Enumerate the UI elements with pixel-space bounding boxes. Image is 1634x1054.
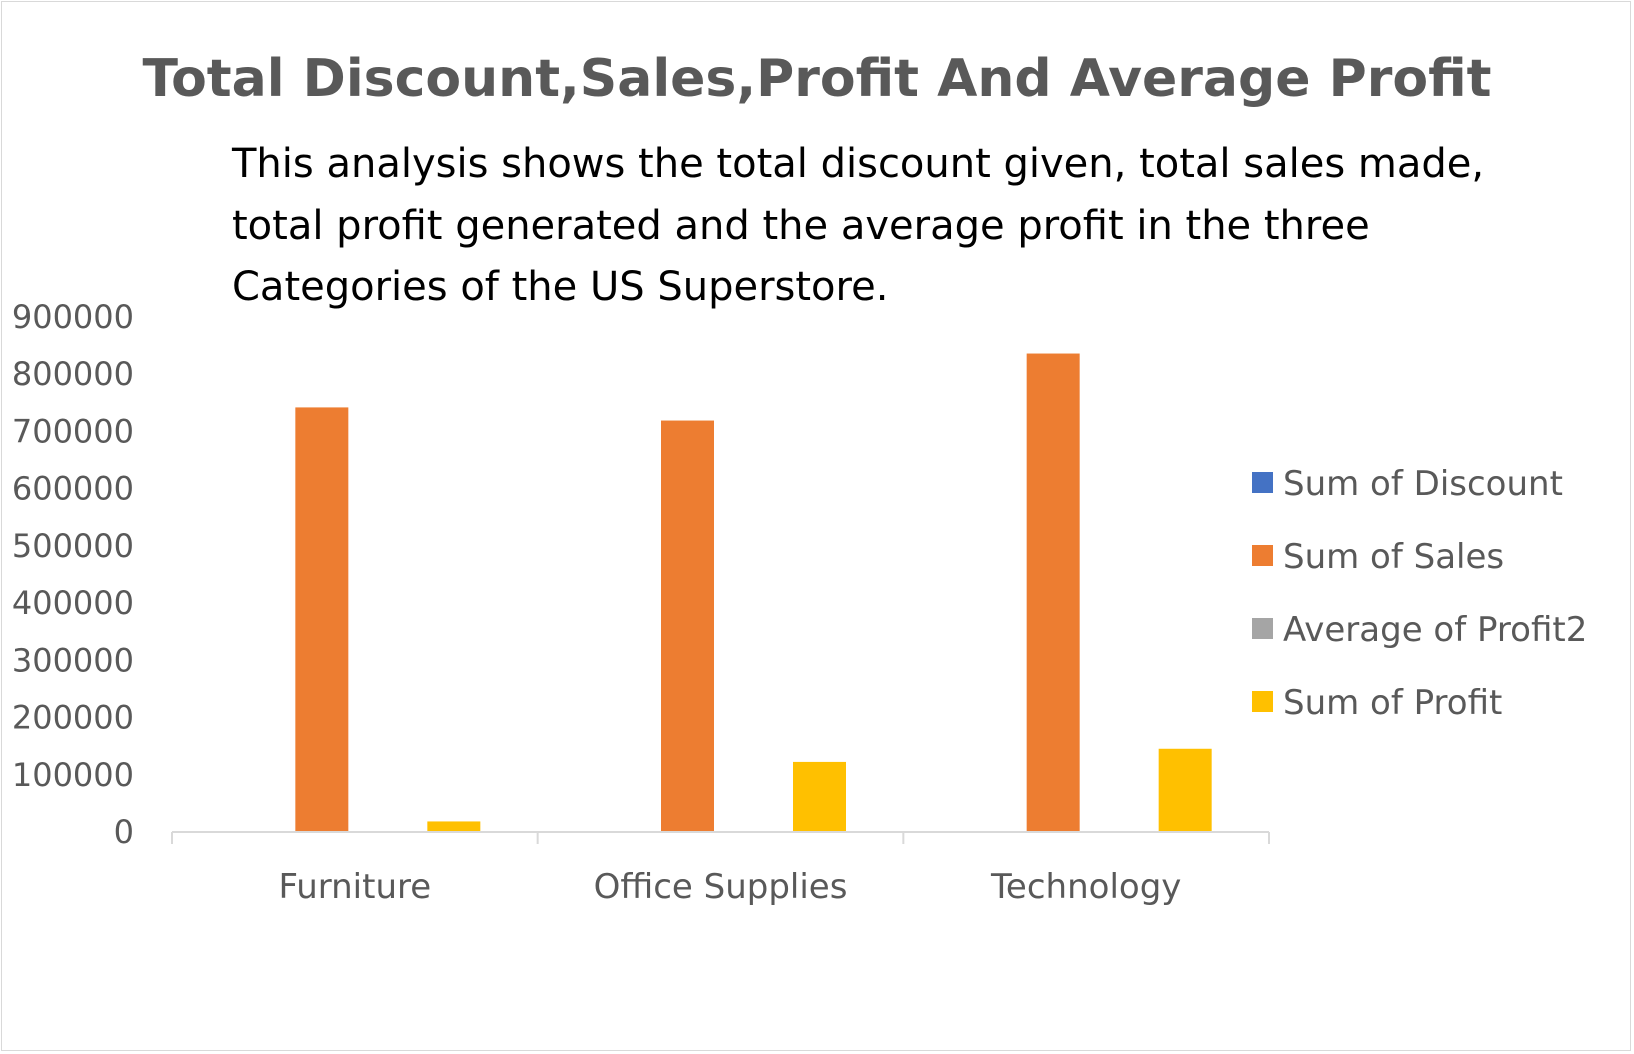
bar-sum-of-profit-furniture bbox=[427, 821, 481, 832]
y-axis-tick-labels: 0 100000 200000 300000 400000 500000 600000 700… bbox=[12, 298, 134, 851]
legend-label: Sum of Sales bbox=[1283, 537, 1504, 577]
y-tick-label: 0 bbox=[114, 813, 134, 851]
legend: Sum of Discount Sum of Sales Average of Pr… bbox=[1252, 464, 1587, 723]
x-tick-label: Office Supplies bbox=[594, 867, 848, 907]
x-tick-label: Furniture bbox=[279, 867, 432, 907]
y-tick-label: 200000 bbox=[12, 699, 134, 737]
chart-annotation-line-2: total profit generated and the average p… bbox=[232, 203, 1370, 249]
y-tick-label: 900000 bbox=[12, 298, 134, 336]
legend-label: Sum of Discount bbox=[1283, 464, 1563, 504]
y-tick-label: 500000 bbox=[12, 527, 134, 565]
legend-label: Sum of Profit bbox=[1283, 683, 1502, 723]
y-tick-label: 300000 bbox=[12, 641, 134, 679]
legend-swatch bbox=[1252, 545, 1273, 566]
bar-sum-of-sales-office-supplies bbox=[661, 420, 714, 832]
legend-label: Average of Profit2 bbox=[1283, 610, 1587, 650]
legend-swatch bbox=[1252, 472, 1273, 493]
bar-series-group bbox=[229, 353, 1212, 832]
bar-sum-of-sales-technology bbox=[1026, 353, 1080, 832]
y-tick-label: 100000 bbox=[12, 756, 134, 794]
legend-swatch bbox=[1252, 618, 1273, 639]
x-axis: Furniture Office Supplies Technology bbox=[171, 831, 1270, 907]
x-tick-label: Technology bbox=[990, 867, 1181, 907]
y-tick-label: 800000 bbox=[12, 355, 134, 393]
y-tick-label: 400000 bbox=[12, 584, 134, 622]
chart-annotation-line-3: Categories of the US Superstore. bbox=[232, 264, 888, 310]
bar-sum-of-sales-furniture bbox=[295, 407, 349, 832]
bar-sum-of-profit-office-supplies bbox=[793, 761, 846, 832]
chart-annotation-line-1: This analysis shows the total discount g… bbox=[231, 141, 1484, 187]
y-tick-label: 700000 bbox=[12, 412, 134, 450]
legend-swatch bbox=[1252, 691, 1273, 712]
chart-title: Total Discount,Sales,Profit And Average … bbox=[143, 49, 1492, 109]
y-tick-label: 600000 bbox=[12, 470, 134, 508]
bar-sum-of-profit-technology bbox=[1158, 748, 1212, 832]
